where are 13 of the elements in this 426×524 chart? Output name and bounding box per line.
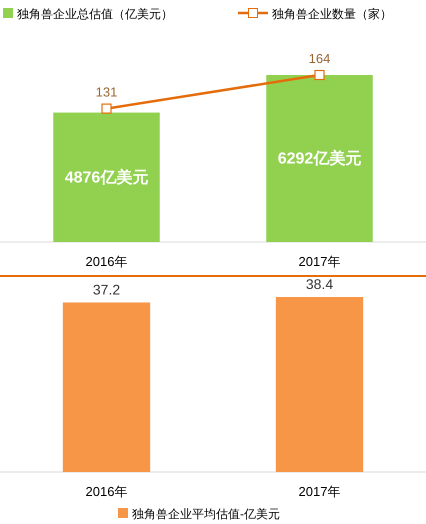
data-label: 164 [308, 51, 330, 66]
legend: 独角兽企业平均估值-亿美元 [118, 507, 280, 521]
x-tick-label: 2017年 [298, 484, 340, 499]
legend-label: 独角兽企业数量（家） [272, 7, 392, 21]
data-label: 4876亿美元 [64, 167, 148, 186]
legend-label: 独角兽企业总估值（亿美元） [17, 7, 173, 21]
data-label: 37.2 [92, 281, 120, 298]
data-label: 6292亿美元 [278, 148, 362, 168]
data-label: 131 [96, 84, 118, 100]
x-tick-label: 2016年 [86, 254, 128, 269]
data-label: 38.4 [306, 276, 334, 292]
x-tick-label: 2017年 [298, 254, 340, 269]
x-tick-label: 2016年 [86, 484, 128, 499]
